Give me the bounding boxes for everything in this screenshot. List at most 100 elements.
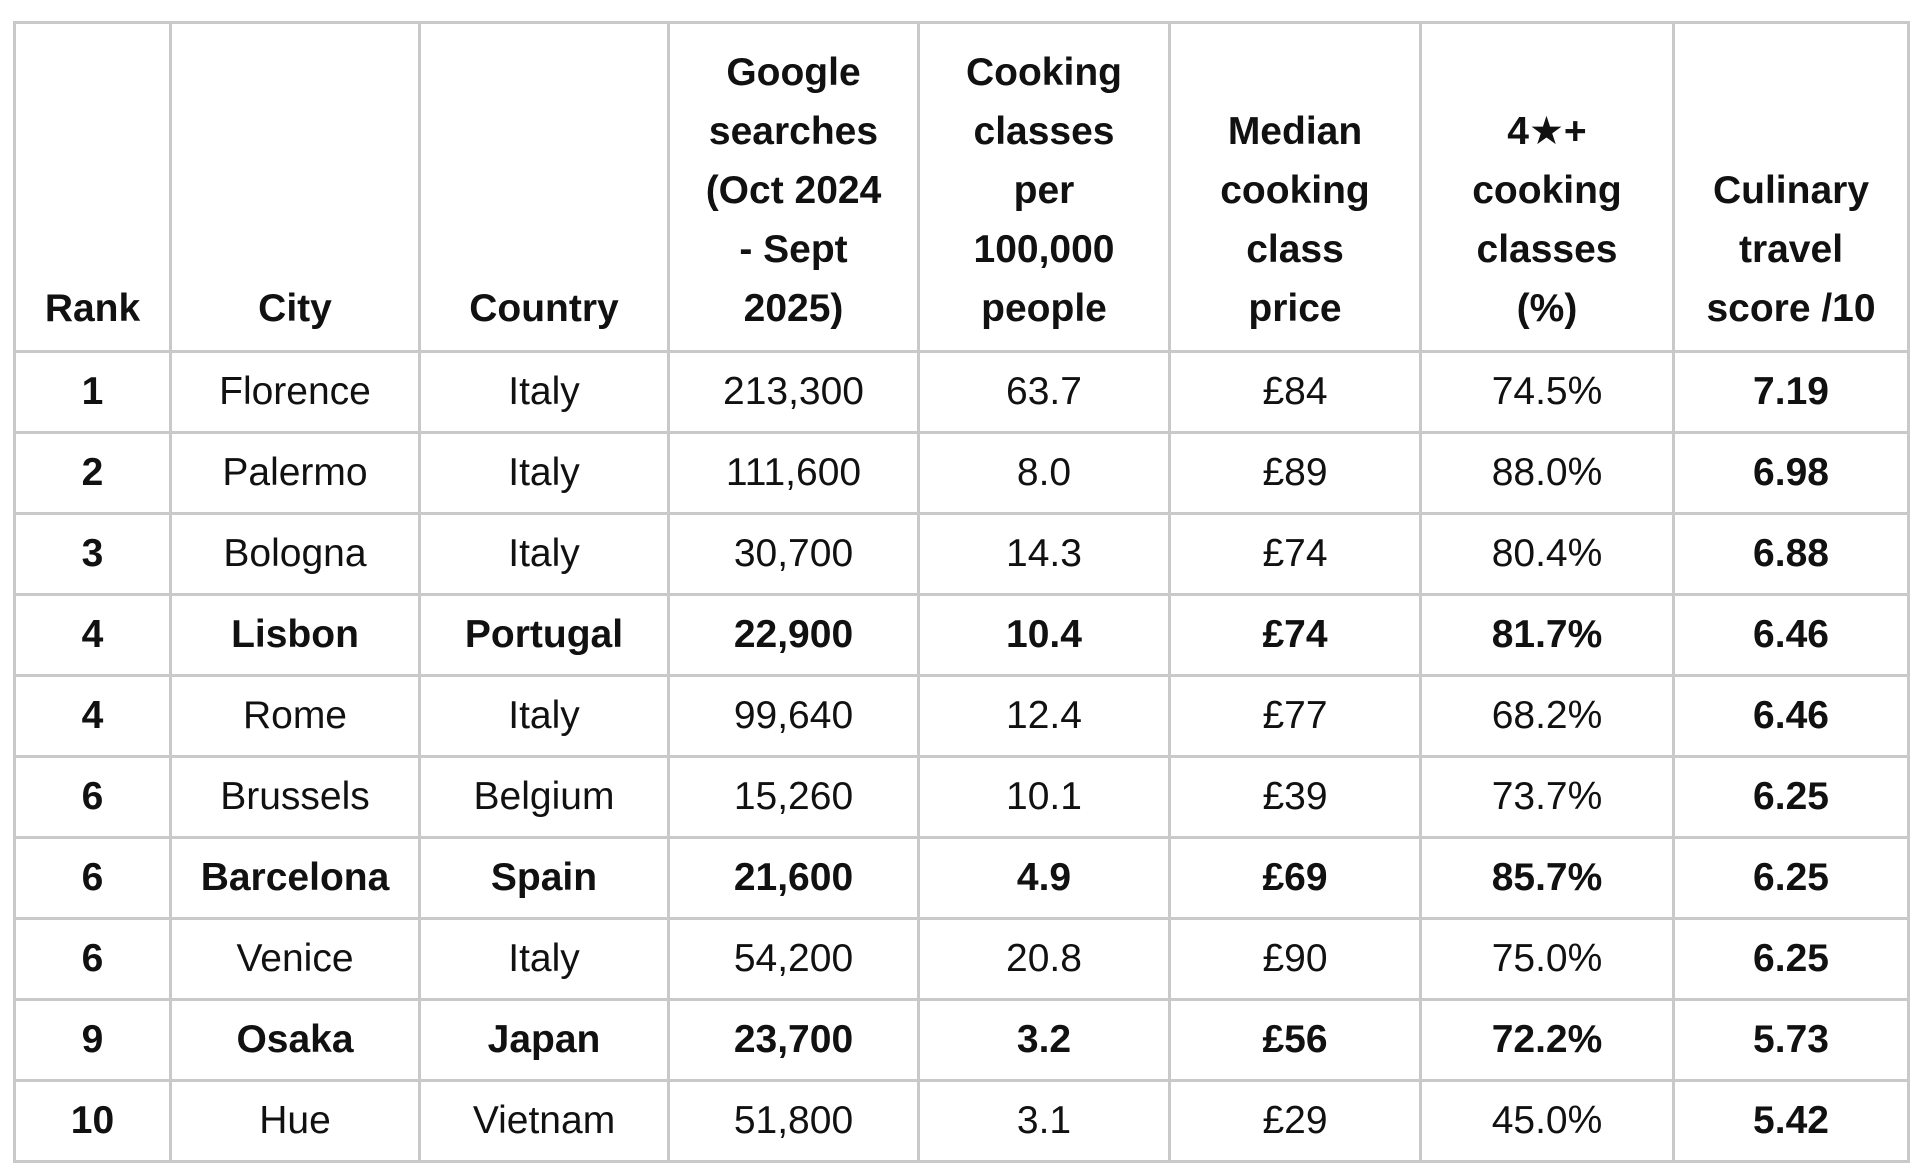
cell-city: Hue [169, 1079, 421, 1163]
header-text: City [258, 287, 332, 330]
cell-median-price: £77 [1168, 674, 1422, 758]
cell-score: 6.46 [1672, 593, 1910, 677]
cell-country: Japan [418, 998, 670, 1082]
cell-classes-per-100k: 10.1 [917, 755, 1171, 839]
cell-median-price: £74 [1168, 512, 1422, 596]
header-text: classes [973, 110, 1115, 153]
cell-score: 5.42 [1672, 1079, 1910, 1163]
cell-searches: 51,800 [667, 1079, 920, 1163]
header-text: score /10 [1706, 287, 1876, 330]
header-city: City [169, 21, 421, 353]
cell-score: 5.73 [1672, 998, 1910, 1082]
header-text: Cooking [966, 51, 1122, 94]
cell-rank: 3 [13, 512, 172, 596]
header-text: (Oct 2024 [705, 169, 882, 212]
cell-searches: 21,600 [667, 836, 920, 920]
cell-classes-per-100k: 10.4 [917, 593, 1171, 677]
header-text: cooking [1220, 169, 1370, 212]
header-text: people [981, 287, 1107, 330]
cell-four-star-pct: 85.7% [1419, 836, 1675, 920]
culinary-ranking-table-container: Rank City Country Google searches (Oct 2… [13, 21, 1910, 1163]
header-text: travel [1738, 228, 1844, 271]
header-text: Culinary [1712, 169, 1870, 212]
cell-classes-per-100k: 3.2 [917, 998, 1171, 1082]
cell-four-star-pct: 45.0% [1419, 1079, 1675, 1163]
cell-median-price: £39 [1168, 755, 1422, 839]
table-row: 9 Osaka Japan 23,700 3.2 £56 72.2% 5.73 [13, 998, 1910, 1082]
cell-rank: 1 [13, 350, 172, 434]
cell-score: 6.25 [1672, 755, 1910, 839]
cell-four-star-pct: 88.0% [1419, 431, 1675, 515]
header-text: per [1013, 169, 1075, 212]
cell-city: Osaka [169, 998, 421, 1082]
cell-country: Vietnam [418, 1079, 670, 1163]
cell-rank: 6 [13, 917, 172, 1001]
cell-score: 6.88 [1672, 512, 1910, 596]
cell-searches: 30,700 [667, 512, 920, 596]
cell-country: Portugal [418, 593, 670, 677]
cell-median-price: £90 [1168, 917, 1422, 1001]
header-text: searches [708, 110, 879, 153]
cell-four-star-pct: 75.0% [1419, 917, 1675, 1001]
cell-classes-per-100k: 12.4 [917, 674, 1171, 758]
header-country: Country [418, 21, 670, 353]
table-row: 10 Hue Vietnam 51,800 3.1 £29 45.0% 5.42 [13, 1079, 1910, 1163]
header-text: Google [726, 51, 861, 94]
cell-four-star-pct: 74.5% [1419, 350, 1675, 434]
header-text: cooking [1472, 169, 1622, 212]
cell-rank: 9 [13, 998, 172, 1082]
table-header: Rank City Country Google searches (Oct 2… [13, 21, 1910, 353]
cell-four-star-pct: 72.2% [1419, 998, 1675, 1082]
cell-searches: 54,200 [667, 917, 920, 1001]
header-text: Median [1227, 110, 1363, 153]
cell-country: Italy [418, 350, 670, 434]
cell-city: Rome [169, 674, 421, 758]
cell-four-star-pct: 68.2% [1419, 674, 1675, 758]
cell-median-price: £74 [1168, 593, 1422, 677]
cell-median-price: £29 [1168, 1079, 1422, 1163]
cell-rank: 6 [13, 836, 172, 920]
cell-rank: 4 [13, 593, 172, 677]
header-text: (%) [1516, 287, 1578, 330]
table-row: 6 Barcelona Spain 21,600 4.9 £69 85.7% 6.25 [13, 836, 1910, 920]
cell-score: 6.98 [1672, 431, 1910, 515]
cell-four-star-pct: 73.7% [1419, 755, 1675, 839]
cell-classes-per-100k: 8.0 [917, 431, 1171, 515]
header-four-star-pct: 4★+ cooking classes (%) [1419, 21, 1675, 353]
table-row: 6 Brussels Belgium 15,260 10.1 £39 73.7% 6.25 [13, 755, 1910, 839]
table-row: 4 Lisbon Portugal 22,900 10.4 £74 81.7% 6.46 [13, 593, 1910, 677]
cell-four-star-pct: 80.4% [1419, 512, 1675, 596]
table-row: 1 Florence Italy 213,300 63.7 £84 74.5% 7.19 [13, 350, 1910, 434]
cell-score: 6.46 [1672, 674, 1910, 758]
header-text: Country [469, 287, 619, 330]
cell-classes-per-100k: 20.8 [917, 917, 1171, 1001]
header-text: - Sept [739, 228, 848, 271]
header-text: class [1246, 228, 1344, 271]
header-median-price: Median cooking class price [1168, 21, 1422, 353]
cell-searches: 23,700 [667, 998, 920, 1082]
cell-searches: 111,600 [667, 431, 920, 515]
table-row: 4 Rome Italy 99,640 12.4 £77 68.2% 6.46 [13, 674, 1910, 758]
cell-rank: 10 [13, 1079, 172, 1163]
cell-country: Belgium [418, 755, 670, 839]
table-row: 2 Palermo Italy 111,600 8.0 £89 88.0% 6.98 [13, 431, 1910, 515]
header-text: classes [1476, 228, 1618, 271]
cell-city: Florence [169, 350, 421, 434]
cell-median-price: £89 [1168, 431, 1422, 515]
cell-median-price: £56 [1168, 998, 1422, 1082]
cell-rank: 2 [13, 431, 172, 515]
cell-country: Italy [418, 674, 670, 758]
cell-median-price: £84 [1168, 350, 1422, 434]
cell-classes-per-100k: 4.9 [917, 836, 1171, 920]
culinary-ranking-table: Rank City Country Google searches (Oct 2… [13, 21, 1910, 1163]
cell-country: Italy [418, 917, 670, 1001]
header-text-with-star-icon: 4★+ [1507, 110, 1587, 153]
cell-country: Spain [418, 836, 670, 920]
cell-median-price: £69 [1168, 836, 1422, 920]
cell-city: Venice [169, 917, 421, 1001]
cell-score: 6.25 [1672, 917, 1910, 1001]
cell-classes-per-100k: 3.1 [917, 1079, 1171, 1163]
cell-city: Lisbon [169, 593, 421, 677]
cell-classes-per-100k: 63.7 [917, 350, 1171, 434]
cell-classes-per-100k: 14.3 [917, 512, 1171, 596]
